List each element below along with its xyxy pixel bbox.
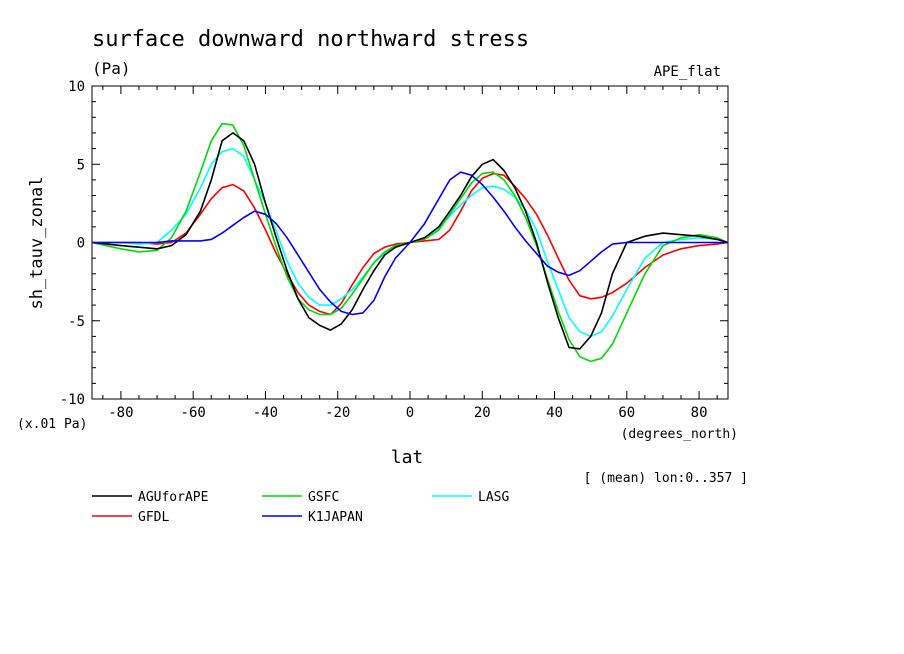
- y-tick-label: -10: [60, 392, 85, 408]
- y-tick-label: -5: [68, 314, 85, 330]
- scale-note: (x.01 Pa): [17, 417, 87, 432]
- x-tick-label: 20: [474, 405, 491, 421]
- legend: AGUforAPE GSFC LASG GFDL K1JAPAN: [92, 490, 509, 525]
- plot-series: [91, 122, 729, 363]
- legend-label-lasg: LASG: [478, 490, 509, 505]
- mean-note: [ (mean) lon:0..357 ]: [584, 471, 748, 486]
- legend-label-aguforape: AGUforAPE: [138, 490, 208, 505]
- x-axis: -80 -60 -40 -20 0 20 40 60 80: [102, 86, 718, 421]
- x-tick-label: 40: [546, 405, 563, 421]
- y-tick-label: 5: [77, 157, 85, 173]
- y-axis-label: sh_tauv_zonal: [27, 176, 47, 309]
- series-line-k1japan: [92, 171, 728, 316]
- x-tick-label: -40: [253, 405, 278, 421]
- y-tick-label: 10: [68, 79, 85, 95]
- x-axis-label: lat: [391, 447, 424, 468]
- x-tick-label: 60: [618, 405, 635, 421]
- x-tick-label: -60: [181, 405, 206, 421]
- x-tick-label: -20: [325, 405, 350, 421]
- x-tick-label: -80: [108, 405, 133, 421]
- chart-title: surface downward northward stress: [92, 27, 529, 52]
- units-label: (Pa): [92, 59, 131, 78]
- x-tick-label: 80: [691, 405, 708, 421]
- experiment-label: APE_flat: [654, 64, 721, 80]
- x-tick-label: 0: [406, 405, 414, 421]
- series-line-gfdl: [92, 172, 729, 316]
- y-tick-label: 0: [77, 236, 85, 252]
- legend-label-k1japan: K1JAPAN: [308, 510, 363, 525]
- legend-label-gfdl: GFDL: [138, 510, 169, 525]
- x-unit-label: (degrees_north): [621, 427, 738, 442]
- legend-label-gsfc: GSFC: [308, 490, 339, 505]
